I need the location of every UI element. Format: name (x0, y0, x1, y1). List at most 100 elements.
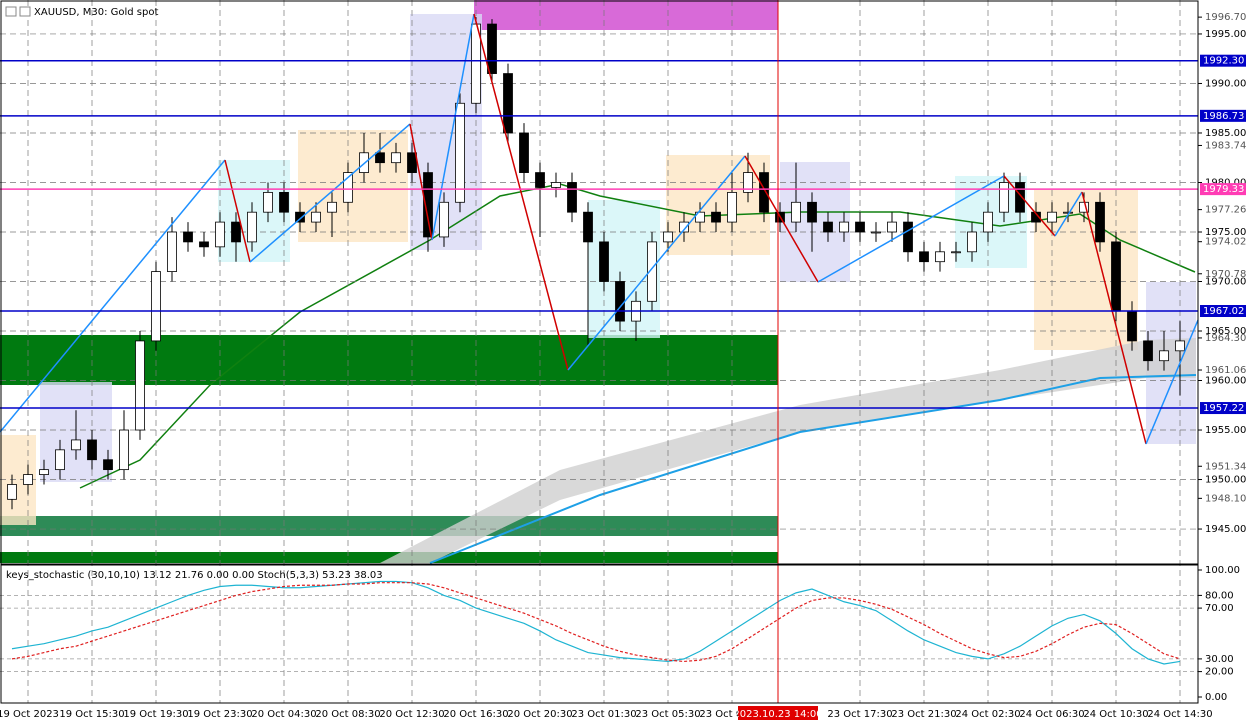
zigzag-up (431, 13, 475, 241)
level-box (1200, 183, 1246, 196)
candle-body (295, 211, 305, 223)
candle-body (327, 201, 337, 213)
candle-body (567, 182, 577, 213)
zigzag-up (1145, 319, 1199, 445)
box (298, 130, 408, 242)
candle-body (727, 191, 737, 223)
candle-body (1175, 340, 1185, 352)
x-tick-label: 19 Oct 15:30 (59, 709, 124, 720)
y-tick-label: 1995.00 (1205, 29, 1246, 40)
y-tick-label: 30.00 (1205, 654, 1234, 665)
candle-body (215, 221, 225, 248)
candle-body (903, 221, 913, 253)
y-tick-label: 1985.00 (1205, 128, 1246, 139)
candle-body (103, 459, 113, 471)
crosshair-box (738, 706, 818, 720)
level-label: 1957.22 (1203, 403, 1244, 414)
candle-body (647, 241, 657, 302)
candle-body (135, 340, 145, 431)
candle-body (855, 221, 865, 233)
main-frame (0, 0, 1199, 565)
indicator-frame (0, 564, 1199, 704)
stochastic-line (11, 582, 1181, 663)
y-tick-label: 1980.00 (1205, 177, 1246, 188)
x-tick-label: 19 Oct 23:30 (187, 709, 252, 720)
candle-body (263, 191, 273, 213)
y-tick-label: 20.00 (1205, 667, 1234, 678)
zigzag-up (1054, 191, 1083, 237)
y-axis-mark: 1961.06 (1205, 365, 1246, 376)
zigzag-down (1003, 175, 1056, 237)
x-tick-label: 20 Oct 20:30 (507, 709, 572, 720)
x-tick-label: 23 Oct 05:30 (635, 709, 700, 720)
moving-average (429, 374, 1197, 564)
cloud-band (380, 338, 1196, 563)
level-label: 1967.02 (1203, 306, 1244, 317)
level-box (1200, 109, 1246, 122)
x-tick-label: 19 Oct 19:30 (123, 709, 188, 720)
x-tick-label: 24 Oct 10:30 (1083, 709, 1148, 720)
y-tick-label: 80.00 (1205, 590, 1234, 601)
y-tick-label: 70.00 (1205, 603, 1234, 614)
candle-body (839, 221, 849, 233)
x-tick-label: 20 Oct 16:30 (443, 709, 508, 720)
y-axis-mark: 1983.74 (1205, 140, 1246, 151)
candle-body (551, 182, 561, 188)
candle-body (1111, 241, 1121, 312)
candle-body (455, 102, 465, 203)
candle-body (599, 241, 609, 282)
y-axis-mark: 1948.10 (1205, 493, 1246, 504)
candle-body (343, 172, 353, 203)
candle-body (247, 211, 257, 243)
candle-body (23, 474, 33, 485)
chart-title: XAUUSD, M30: Gold spot (34, 7, 158, 18)
x-tick-label: 20 Oct 04:30 (251, 709, 316, 720)
level-label: 1986.73 (1203, 111, 1244, 122)
candle-body (407, 152, 417, 173)
y-tick-label: 1970.00 (1205, 277, 1246, 288)
candle-body (311, 211, 321, 223)
candle-body (743, 172, 753, 193)
candle-body (999, 182, 1009, 213)
level-box (1200, 305, 1246, 318)
candle-body (887, 221, 897, 233)
y-tick-label: 100.00 (1205, 565, 1240, 576)
x-tick-label: 19 Oct 2023 (0, 709, 59, 720)
candle-body (663, 231, 673, 243)
y-tick-label: 0.00 (1205, 692, 1227, 703)
candle-body (1063, 211, 1073, 214)
candle-body (391, 152, 401, 164)
candle-body (919, 251, 929, 263)
demand-zone (0, 552, 778, 563)
candle-body (1159, 350, 1169, 362)
level-box (1200, 54, 1246, 67)
zigzag-down (744, 155, 819, 283)
x-tick-label: 20 Oct 12:30 (379, 709, 444, 720)
candles (7, 17, 1185, 510)
y-axis-mark: 1964.30 (1205, 333, 1246, 344)
candle-body (71, 439, 81, 451)
candle-body (487, 23, 497, 74)
candle-body (935, 251, 945, 263)
candle-body (39, 469, 49, 475)
x-tick-label: 23 Oct 21:30 (891, 709, 956, 720)
y-axis-mark: 1977.26 (1205, 205, 1246, 216)
candle-body (983, 211, 993, 233)
candle-body (1127, 310, 1137, 342)
level-box (1200, 402, 1246, 415)
candle-body (1031, 211, 1041, 223)
demand-zone (0, 335, 778, 385)
y-tick-label: 1950.00 (1205, 475, 1246, 486)
stochastic-line (11, 580, 1181, 665)
candle-body (183, 231, 193, 243)
candle-body (791, 201, 801, 223)
y-axis-mark: 1996.70 (1205, 12, 1246, 23)
x-tick-label: 23 Oct 09:30 (699, 709, 764, 720)
zigzag (0, 13, 1199, 445)
candle-body (375, 152, 385, 164)
candle-body (871, 231, 881, 234)
candle-body (951, 251, 961, 254)
candle-body (503, 73, 513, 134)
y-axis-mark: 1951.34 (1205, 461, 1246, 472)
